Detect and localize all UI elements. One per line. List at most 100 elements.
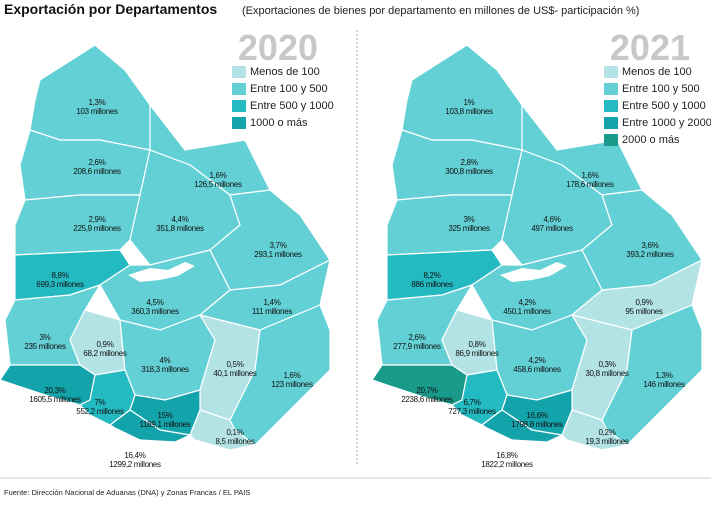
share-label: 1,3%	[655, 371, 672, 380]
amount-label: 351,8 millones	[156, 224, 204, 233]
amount-label: 1605,5 millones	[29, 395, 81, 404]
share-label: 16,4%	[124, 451, 145, 460]
amount-label: 103,8 millones	[445, 107, 493, 116]
amount-label: 225,9 millones	[73, 224, 121, 233]
share-label: 1,3%	[88, 98, 105, 107]
amount-label: 1822,2 millones	[481, 460, 533, 469]
year: 2021	[610, 27, 690, 68]
share-label: 0,3%	[598, 360, 615, 369]
amount-label: 1299,2 millones	[109, 460, 161, 469]
legend-label: Menos de 100	[250, 66, 320, 78]
department	[108, 409, 193, 443]
amount-label: 208,6 millones	[73, 167, 121, 176]
amount-label: 360,3 millones	[131, 307, 179, 316]
year: 2020	[238, 27, 318, 68]
amount-label: 126,5 millones	[194, 180, 242, 189]
share-label: 20,7%	[416, 386, 437, 395]
share-label: 4,2%	[518, 298, 535, 307]
amount-label: 30,8 millones	[585, 369, 629, 378]
share-label: 4%	[160, 356, 171, 365]
amount-label: 235 millones	[24, 342, 66, 351]
legend-label: Entre 100 y 500	[622, 83, 700, 95]
legend-swatch	[232, 66, 246, 78]
share-label: 3%	[464, 215, 475, 224]
legend-swatch	[604, 66, 618, 78]
department	[189, 409, 257, 451]
amount-label: 886 millones	[411, 280, 453, 289]
amount-label: 450,1 millones	[503, 307, 551, 316]
department	[561, 409, 629, 451]
amount-label: 1798,8 millones	[511, 420, 563, 429]
amount-label: 277,9 millones	[393, 342, 441, 351]
amount-label: 111 millones	[252, 307, 292, 316]
subtitle: (Exportaciones de bienes por departament…	[242, 5, 639, 17]
amount-label: 699,3 millones	[36, 280, 84, 289]
amount-label: 8,5 millones	[215, 437, 254, 446]
amount-label: 103 millones	[76, 107, 118, 116]
share-label: 8,2%	[423, 271, 440, 280]
legend-label: 2000 o más	[622, 134, 680, 146]
amount-label: 68,2 millones	[83, 349, 127, 358]
amount-label: 19,3 millones	[585, 437, 629, 446]
share-label: 4,6%	[543, 215, 560, 224]
legend-label: Menos de 100	[622, 66, 692, 78]
share-label: 8,8%	[51, 271, 68, 280]
amount-label: 1189,1 millones	[140, 420, 191, 429]
legend-label: 1000 o más	[250, 117, 308, 129]
legend-swatch	[232, 100, 246, 112]
legend-label: Entre 1000 y 2000	[622, 117, 711, 129]
amount-label: 123 millones	[271, 380, 313, 389]
amount-label: 86,9 millones	[455, 349, 499, 358]
amount-label: 458,6 millones	[513, 365, 561, 374]
department	[480, 409, 565, 443]
share-label: 7%	[95, 398, 106, 407]
share-label: 0,5%	[226, 360, 243, 369]
amount-label: 146 millones	[643, 380, 685, 389]
share-label: 4,2%	[528, 356, 545, 365]
amount-label: 727,3 millones	[448, 407, 496, 416]
legend-label: Entre 100 y 500	[250, 83, 328, 95]
share-label: 2,9%	[88, 215, 105, 224]
legend-swatch	[604, 134, 618, 146]
legend-swatch	[232, 117, 246, 129]
share-label: 15%	[157, 411, 172, 420]
source: Fuente: Dirección Nacional de Aduanas (D…	[4, 488, 250, 497]
share-label: 16,6%	[526, 411, 547, 420]
share-label: 0,8%	[468, 340, 485, 349]
share-label: 2,8%	[460, 158, 477, 167]
legend-swatch	[604, 117, 618, 129]
share-label: 1,6%	[283, 371, 300, 380]
share-label: 20,3%	[44, 386, 65, 395]
amount-label: 552,2 millones	[76, 407, 124, 416]
share-label: 3,7%	[269, 241, 286, 250]
share-label: 1%	[464, 98, 475, 107]
lake	[500, 262, 567, 282]
title: Exportación por Departamentos	[4, 1, 217, 17]
share-label: 0,2%	[598, 428, 615, 437]
share-label: 16,8%	[496, 451, 517, 460]
department	[14, 194, 141, 256]
amount-label: 178,6 millones	[566, 180, 614, 189]
legend-swatch	[604, 83, 618, 95]
share-label: 2,6%	[408, 333, 425, 342]
amount-label: 2238,6 millones	[401, 395, 453, 404]
amount-label: 293,1 millones	[254, 250, 302, 259]
department	[386, 194, 513, 256]
legend-label: Entre 500 y 1000	[622, 100, 706, 112]
share-label: 0,9%	[96, 340, 113, 349]
department	[229, 304, 331, 446]
share-label: 0,9%	[635, 298, 652, 307]
lake	[128, 262, 195, 282]
amount-label: 95 millones	[625, 307, 662, 316]
share-label: 4,4%	[171, 215, 188, 224]
legend-swatch	[604, 100, 618, 112]
share-label: 4,5%	[146, 298, 163, 307]
share-label: 0,1%	[226, 428, 243, 437]
share-label: 3,6%	[641, 241, 658, 250]
amount-label: 300,8 millones	[445, 167, 493, 176]
amount-label: 40,1 millones	[213, 369, 257, 378]
amount-label: 393,2 millones	[626, 250, 674, 259]
